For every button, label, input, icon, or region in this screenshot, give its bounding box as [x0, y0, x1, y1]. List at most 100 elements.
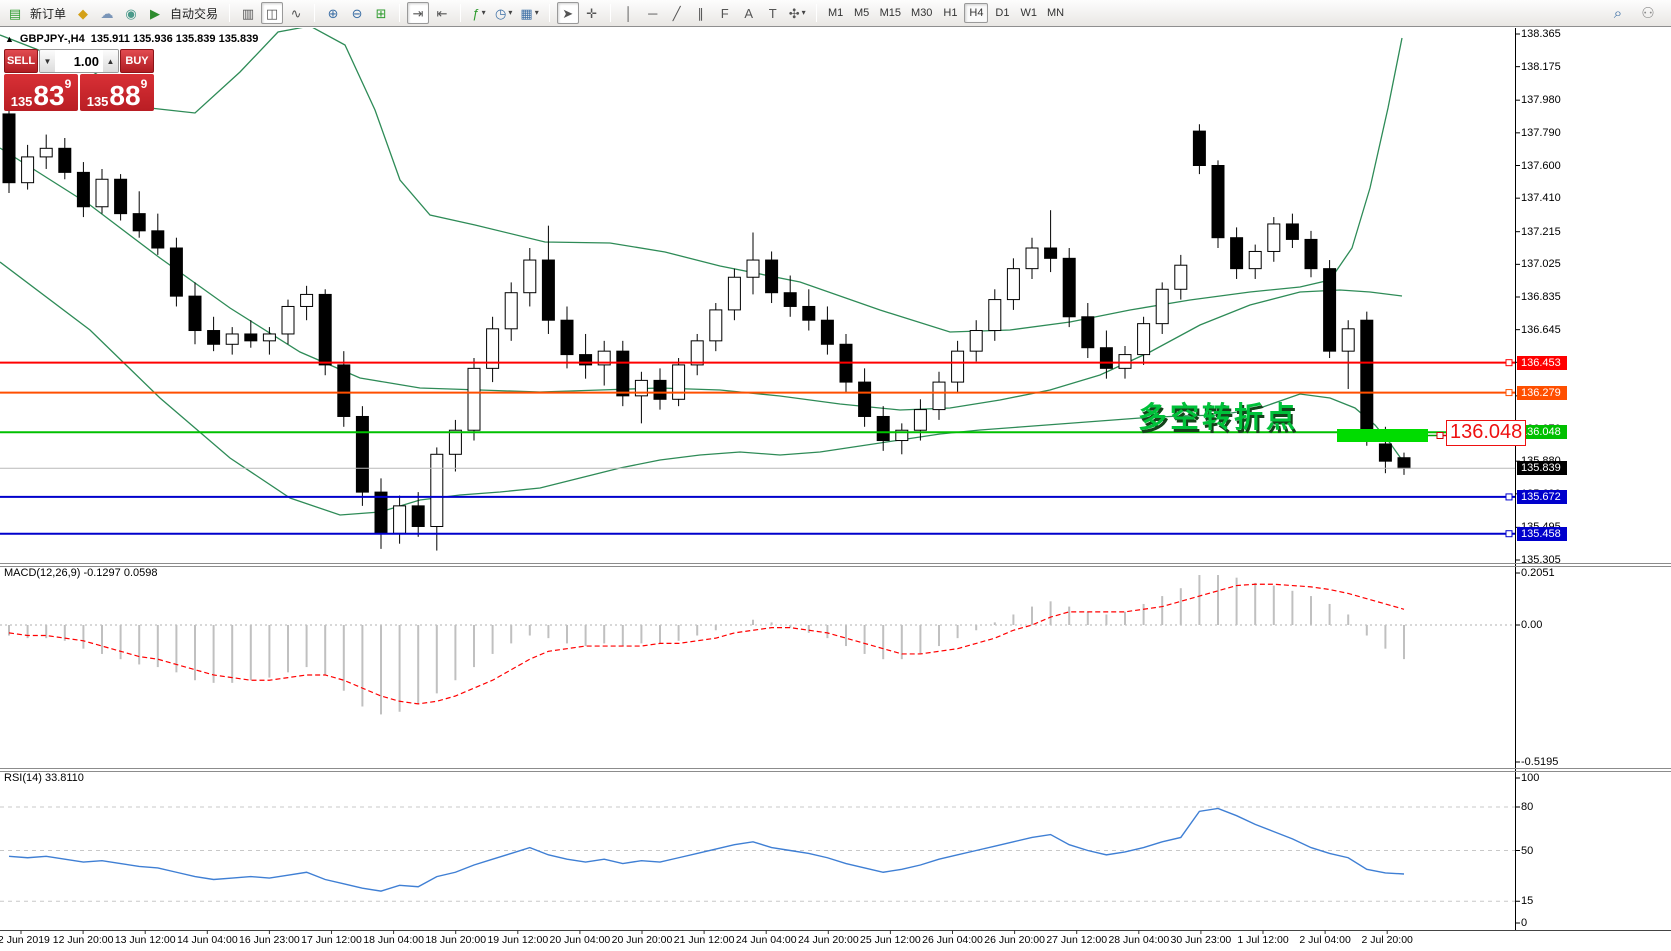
- text-label-button[interactable]: T: [762, 2, 784, 24]
- candlestick-chart-button[interactable]: ◫: [261, 2, 284, 24]
- collapse-icon[interactable]: ▲: [5, 34, 14, 44]
- bollinger-upper-band: [0, 28, 1403, 333]
- line-handle[interactable]: [1505, 389, 1513, 397]
- vertical-line-button[interactable]: │: [618, 2, 640, 24]
- candle: [1025, 247, 1039, 270]
- candle: [262, 333, 276, 342]
- bar-chart-button[interactable]: ▥: [237, 2, 259, 24]
- sell-price-prefix: 135: [10, 94, 33, 109]
- candle: [969, 330, 983, 352]
- cursor-button[interactable]: ➤: [556, 2, 579, 24]
- navigator-icon[interactable]: ◉: [120, 2, 142, 24]
- sell-price-tile[interactable]: 135 83 9: [4, 74, 78, 111]
- candle: [1323, 268, 1337, 352]
- volume-input[interactable]: [55, 50, 103, 72]
- line-handle[interactable]: [1505, 530, 1513, 538]
- time-tick-label: 2 Jul 04:00: [1299, 934, 1351, 946]
- chevron-down-icon[interactable]: ▾: [801, 8, 806, 17]
- time-tick-label: 20 Jun 20:00: [611, 934, 673, 946]
- community-icon[interactable]: ⚇: [1641, 4, 1655, 22]
- buy-button[interactable]: BUY: [120, 49, 154, 73]
- templates-button[interactable]: ▦ ▾: [517, 2, 541, 24]
- candle: [746, 259, 760, 278]
- macd-tick-label: -0.5195: [1521, 756, 1559, 768]
- buy-price-tile[interactable]: 135 88 9: [80, 74, 154, 111]
- candle: [39, 147, 53, 158]
- timeframe-mn-button[interactable]: MN: [1046, 7, 1065, 19]
- timeframe-h1-button[interactable]: H1: [943, 7, 958, 19]
- buy-price-big: 88: [109, 80, 141, 112]
- line-handle[interactable]: [1505, 493, 1513, 501]
- price-tick-label: 138.175: [1521, 60, 1561, 73]
- text-button[interactable]: A: [738, 2, 760, 24]
- timeframe-d1-button[interactable]: D1: [995, 7, 1010, 19]
- search-icon[interactable]: ⌕: [1613, 4, 1623, 22]
- horizontal-line-button[interactable]: ─: [642, 2, 664, 24]
- toolbar-group: ➤ ✛: [556, 2, 603, 24]
- profiles-icon[interactable]: ☁: [96, 2, 118, 24]
- volume-increase-button[interactable]: ▲: [103, 50, 118, 72]
- candle: [244, 333, 258, 342]
- candle: [709, 309, 723, 342]
- fibonacci-button[interactable]: F: [714, 2, 736, 24]
- equidistant-channel-button[interactable]: ∥: [690, 2, 712, 24]
- tile-windows-button[interactable]: ⊞: [370, 2, 392, 24]
- candle: [1118, 354, 1132, 369]
- sell-button[interactable]: SELL: [4, 49, 38, 73]
- price-tick-label: 138.365: [1521, 28, 1561, 40]
- timeframe-m30-button[interactable]: M30: [911, 7, 933, 19]
- chart-canvas[interactable]: [0, 28, 1671, 951]
- volume-decrease-button[interactable]: ▼: [40, 50, 55, 72]
- market-watch-icon[interactable]: ◆: [72, 2, 94, 24]
- candle: [1062, 257, 1076, 318]
- auto-trading-button-label[interactable]: 自动交易: [170, 6, 219, 21]
- candle: [95, 178, 109, 208]
- crosshair-button[interactable]: ✛: [581, 2, 603, 24]
- periods-button[interactable]: ◷ ▾: [492, 2, 515, 24]
- candle: [188, 295, 202, 332]
- candle: [560, 319, 574, 356]
- time-tick-label: 12 Jun 20:00: [52, 934, 114, 946]
- chart-shift-glyph: ⇤: [436, 5, 448, 21]
- new-order-button-label[interactable]: 新订单: [30, 6, 67, 21]
- auto-scroll-button[interactable]: ⇥: [407, 2, 430, 24]
- timeframe-m5-button[interactable]: M5: [853, 7, 870, 19]
- time-tick-label: 14 Jun 04:00: [176, 934, 238, 946]
- candle: [76, 171, 90, 208]
- chevron-down-icon[interactable]: ▾: [481, 8, 486, 17]
- candle: [597, 350, 611, 366]
- line-chart-button[interactable]: ∿: [285, 2, 307, 24]
- chevron-down-icon[interactable]: ▾: [508, 8, 513, 17]
- timeframe-h4-button[interactable]: H4: [964, 3, 989, 23]
- rsi-line: [8, 807, 1405, 892]
- one-click-trading-panel: SELL ▼ ▲ BUY 135 83 9 135 88 9: [4, 49, 154, 111]
- timeframe-w1-button[interactable]: W1: [1020, 7, 1037, 19]
- price-tick-label: 137.410: [1521, 192, 1561, 205]
- new-order-button[interactable]: ▤: [4, 2, 26, 24]
- auto-trading-button[interactable]: ▶: [144, 2, 166, 24]
- timeframe-m15-button[interactable]: M15: [879, 7, 902, 19]
- toolbar-group: ƒ ▾ ◷ ▾ ▦ ▾: [468, 2, 542, 24]
- zoom-in-button[interactable]: ⊕: [322, 2, 344, 24]
- indicators-button[interactable]: ƒ ▾: [468, 2, 490, 24]
- sell-price-pip: 9: [64, 77, 72, 91]
- highlight-bar: [1337, 429, 1428, 442]
- zoom-out-button[interactable]: ⊖: [346, 2, 368, 24]
- time-tick-label: 27 Jun 12:00: [1046, 934, 1108, 946]
- price-tag: 135.672: [1517, 489, 1567, 504]
- trendline-button[interactable]: ╱: [666, 2, 688, 24]
- line-handle[interactable]: [1505, 359, 1513, 367]
- macd-tick-label: 0.2051: [1521, 567, 1555, 579]
- timeframe-m1-button[interactable]: M1: [827, 7, 844, 19]
- time-tick-label: 2 Jul 20:00: [1361, 934, 1413, 946]
- equidistant-channel-glyph: ∥: [697, 5, 704, 21]
- time-tick-label: 26 Jun 20:00: [984, 934, 1045, 946]
- candle: [1192, 130, 1206, 167]
- price-callout-label: 136.048: [1446, 420, 1527, 446]
- toolbar-separator: [609, 4, 611, 22]
- arrows-button[interactable]: ✣ ▾: [786, 2, 809, 24]
- text-label-glyph: T: [768, 5, 777, 21]
- time-tick-label: 28 Jun 04:00: [1108, 934, 1170, 946]
- chevron-down-icon[interactable]: ▾: [534, 8, 539, 17]
- chart-shift-button[interactable]: ⇤: [431, 2, 453, 24]
